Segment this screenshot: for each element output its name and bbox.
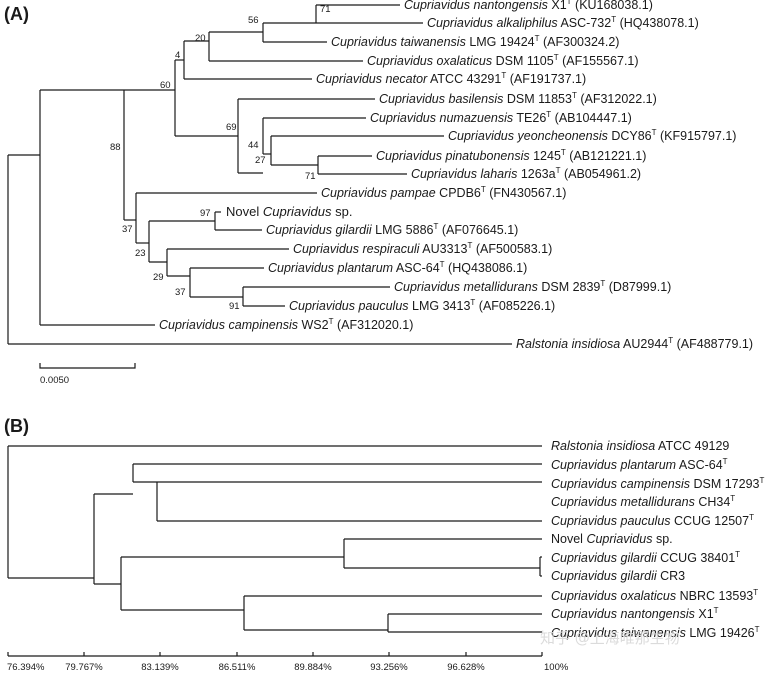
scale-bar-line [39, 363, 136, 369]
taxon-label: Cupriavidus pauculus CCUG 12507T [551, 513, 754, 528]
taxon-label: Cupriavidus plantarum ASC-64T (HQ438086.… [268, 260, 527, 275]
taxon-label: Cupriavidus campinensis WS2T (AF312020.1… [159, 317, 413, 332]
bootstrap-value: 44 [248, 140, 259, 151]
taxon-label: Cupriavidus oxalaticus DSM 1105T (AF1555… [367, 53, 639, 68]
bootstrap-value: 91 [229, 301, 240, 312]
axis-tick-label: 83.139% [141, 662, 179, 673]
axis-tick-label: 89.884% [294, 662, 332, 673]
scale-bar: 0.0050 [39, 363, 136, 386]
bootstrap-value: 97 [200, 208, 211, 219]
taxon-label: Cupriavidus pauculus LMG 3413T (AF085226… [289, 298, 555, 313]
bootstrap-value: 4 [175, 50, 180, 61]
panel-a-bootstrap: 71 56 20 4 60 69 44 27 71 88 97 37 23 29… [110, 4, 331, 312]
taxon-label: Cupriavidus taiwanensis LMG 19426T [551, 625, 760, 640]
taxon-label: Cupriavidus pampae CPDB6T (FN430567.1) [321, 185, 566, 200]
panel-b-label: (B) [4, 416, 29, 436]
taxon-label: Cupriavidus oxalaticus NBRC 13593T [551, 588, 758, 603]
taxon-label: Ralstonia insidiosa ATCC 49129 [551, 439, 729, 453]
taxon-label: Cupriavidus yeoncheonensis DCY86T (KF915… [448, 128, 736, 143]
taxon-label: Cupriavidus gilardii CCUG 38401T [551, 550, 740, 565]
taxon-label-novel: Novel Cupriavidus sp. [226, 204, 353, 219]
taxon-label: Cupriavidus gilardii CR3 [551, 569, 685, 583]
bootstrap-value: 20 [195, 33, 206, 44]
axis-tick-label: 100% [544, 662, 569, 673]
bootstrap-value: 37 [175, 287, 186, 298]
panel-a-label: (A) [4, 4, 29, 24]
taxon-label: Cupriavidus laharis 1263aT (AB054961.2) [411, 166, 641, 181]
bootstrap-value: 56 [248, 15, 259, 26]
taxon-label: Cupriavidus taiwanensis LMG 19424T (AF30… [331, 34, 619, 49]
taxon-label: Cupriavidus metallidurans DSM 2839T (D87… [394, 279, 671, 294]
bootstrap-value: 23 [135, 248, 146, 259]
axis-tick-label: 79.767% [65, 662, 103, 673]
taxon-label: Cupriavidus respiraculi AU3313T (AF50058… [293, 241, 552, 256]
taxon-label: Cupriavidus metallidurans CH34T [551, 494, 735, 509]
bootstrap-value: 71 [305, 171, 316, 182]
taxon-label: Cupriavidus alkaliphilus ASC-732T (HQ438… [427, 15, 699, 30]
taxon-label: Cupriavidus gilardii LMG 5886T (AF076645… [266, 222, 518, 237]
similarity-axis: 76.394% 79.767% 83.139% 86.511% 89.884% … [7, 652, 569, 673]
taxon-label: Cupriavidus nantongensis X1T (KU168038.1… [404, 0, 653, 12]
watermark: 知乎 @上海唯那生物 [540, 629, 680, 647]
bootstrap-value: 69 [226, 122, 237, 133]
taxon-label: Cupriavidus nantongensis X1T [551, 606, 719, 621]
panel-b: (B) [4, 416, 764, 673]
taxon-label-novel: Novel Cupriavidus sp. [551, 532, 673, 546]
taxon-label: Cupriavidus campinensis DSM 17293T [551, 476, 764, 491]
taxon-label: Cupriavidus pinatubonensis 1245T (AB1212… [376, 148, 646, 163]
panel-a: (A) [4, 0, 753, 386]
axis-tick-label: 93.256% [370, 662, 408, 673]
axis-tick-label: 76.394% [7, 662, 45, 673]
bootstrap-value: 60 [160, 80, 171, 91]
taxon-label: Cupriavidus numazuensis TE26T (AB104447.… [370, 110, 632, 125]
bootstrap-value: 88 [110, 142, 121, 153]
bootstrap-value: 27 [255, 155, 266, 166]
panel-a-taxa: Cupriavidus nantongensis X1T (KU168038.1… [159, 0, 753, 351]
taxon-label: Cupriavidus basilensis DSM 11853T (AF312… [379, 91, 657, 106]
panel-b-taxa: Ralstonia insidiosa ATCC 49129 Cupriavid… [551, 439, 764, 640]
taxon-label: Cupriavidus necator ATCC 43291T (AF19173… [316, 71, 586, 86]
axis-tick-label: 96.628% [447, 662, 485, 673]
scale-bar-label: 0.0050 [40, 375, 69, 386]
taxon-label: Cupriavidus plantarum ASC-64T [551, 457, 728, 472]
panel-b-branches [7, 445, 542, 633]
taxon-label: Ralstonia insidiosa AU2944T (AF488779.1) [516, 336, 753, 351]
panel-a-branches [7, 4, 512, 345]
bootstrap-value: 71 [320, 4, 331, 15]
axis-tick-label: 86.511% [219, 662, 256, 673]
bootstrap-value: 29 [153, 272, 164, 283]
bootstrap-value: 37 [122, 224, 133, 235]
